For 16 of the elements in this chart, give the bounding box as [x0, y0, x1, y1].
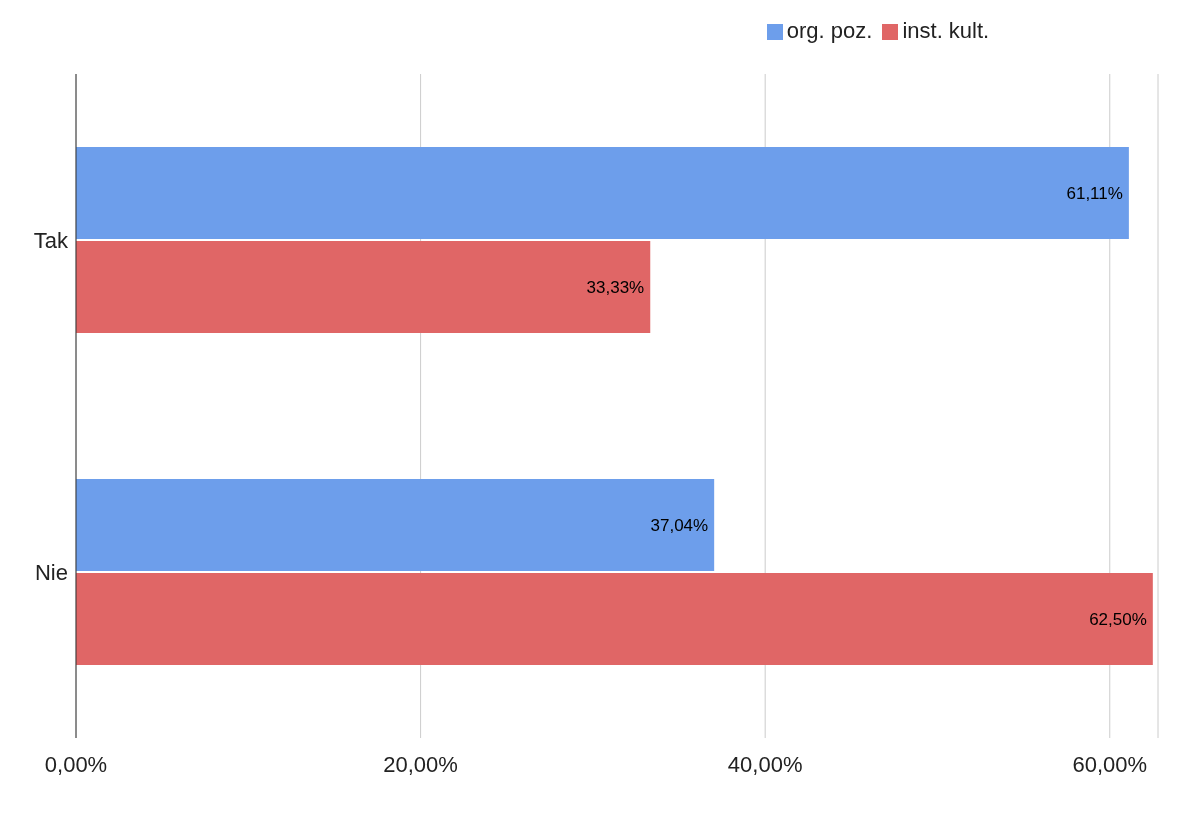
bar: [76, 573, 1153, 666]
y-tick-label: Tak: [33, 227, 69, 253]
x-tick-label: 40,00%: [727, 751, 803, 777]
bar: [76, 479, 715, 572]
bar: [76, 147, 1129, 240]
data-label: 33,33%: [586, 277, 645, 297]
legend-label: org. poz.: [786, 18, 873, 43]
x-tick-label: 60,00%: [1072, 751, 1148, 777]
data-label: 61,11%: [1066, 183, 1123, 203]
x-tick-label: 0,00%: [44, 751, 108, 777]
y-tick-label: Nie: [34, 559, 68, 585]
legend-label: inst. kult.: [902, 18, 990, 43]
data-label: 62,50%: [1089, 609, 1147, 629]
data-label: 37,04%: [650, 515, 709, 535]
bar: [76, 241, 651, 334]
x-tick-label: 20,00%: [383, 751, 458, 777]
